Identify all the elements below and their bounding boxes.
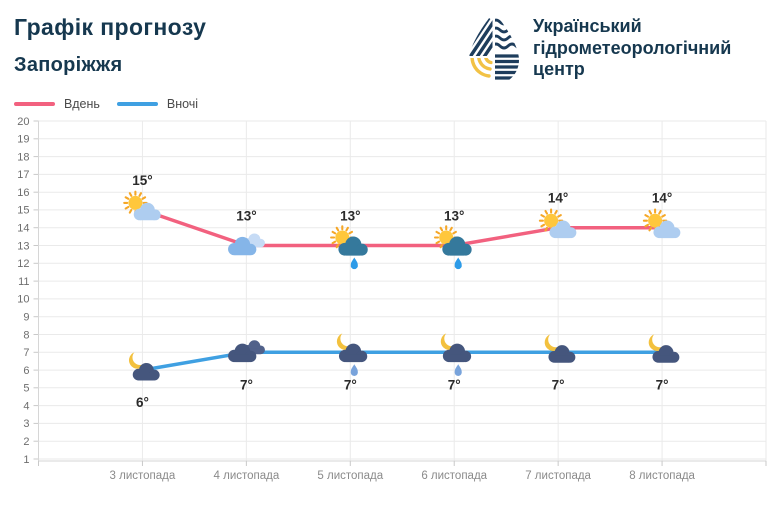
x-axis-ticks — [38, 461, 767, 466]
svg-text:18: 18 — [17, 151, 29, 163]
temp-label: 13° — [236, 209, 256, 224]
weather-icon-moon-cloud-rain — [336, 333, 368, 376]
weather-icon-clouds-dark — [228, 340, 265, 363]
chart-legend: Вдень Вночі — [14, 97, 198, 111]
svg-text:12: 12 — [17, 258, 29, 270]
temp-label: 13° — [444, 209, 464, 224]
temp-label: 7° — [240, 377, 253, 392]
svg-text:2: 2 — [23, 436, 29, 448]
page-subtitle: Запоріжжя — [14, 54, 123, 76]
svg-text:5: 5 — [23, 383, 29, 395]
weather-icon-moon-cloud — [544, 334, 576, 363]
temp-label: 6° — [136, 395, 149, 410]
night-line-swatch — [116, 102, 158, 106]
svg-text:15: 15 — [17, 205, 29, 217]
weather-icon-sun-cloud — [538, 208, 577, 239]
svg-text:3 листопада: 3 листопада — [110, 470, 176, 482]
svg-text:13: 13 — [17, 240, 29, 252]
svg-text:8: 8 — [23, 329, 29, 341]
night-series-line — [140, 350, 664, 372]
temp-label: 7° — [448, 377, 461, 392]
svg-text:16: 16 — [17, 187, 29, 199]
page-title: Графік прогнозу — [14, 14, 207, 40]
horizontal-gridlines — [33, 120, 766, 460]
weather-icon-sun-cloud-rain — [330, 225, 368, 270]
svg-text:8 листопада: 8 листопада — [629, 470, 695, 482]
svg-text:4: 4 — [23, 400, 29, 412]
legend-day-label: Вдень — [64, 97, 100, 111]
svg-text:4 листопада: 4 листопада — [214, 470, 280, 482]
vertical-gridlines — [38, 121, 767, 461]
temp-label: 14° — [548, 191, 568, 206]
svg-text:20: 20 — [17, 116, 29, 128]
weather-icon-clouds — [228, 233, 265, 256]
svg-text:5 листопада: 5 листопада — [317, 470, 383, 482]
temp-label: 13° — [340, 209, 360, 224]
uhmc-droplet-icon — [469, 17, 519, 80]
weather-icon-moon-cloud-rain — [440, 333, 472, 376]
temp-label: 7° — [344, 377, 357, 392]
svg-text:7 листопада: 7 листопада — [525, 470, 591, 482]
legend-item-night[interactable]: Вночі — [116, 97, 199, 111]
temp-label: 14° — [652, 191, 672, 206]
weather-icon-moon-cloud — [648, 334, 680, 363]
legend-item-day[interactable]: Вдень — [14, 97, 100, 111]
weather-icon-sun-cloud-rain — [433, 225, 472, 270]
day-series-line — [140, 208, 664, 248]
svg-text:1: 1 — [23, 454, 29, 466]
svg-text:6 листопада: 6 листопада — [421, 470, 487, 482]
org-name-line2: гідрометеорологічний — [533, 37, 732, 58]
day-line-swatch — [14, 102, 55, 106]
org-name: Український гідрометеорологічний центр — [533, 10, 731, 81]
svg-text:3: 3 — [23, 418, 29, 430]
temp-label: 15° — [132, 173, 152, 188]
weather-icon-moon-cloud — [128, 352, 160, 381]
svg-text:19: 19 — [17, 134, 29, 146]
temp-label: 7° — [552, 377, 565, 392]
legend-night-label: Вночі — [166, 97, 199, 111]
svg-text:9: 9 — [23, 312, 29, 324]
svg-text:11: 11 — [18, 276, 29, 288]
org-logo: Український гідрометеорологічний центр — [468, 10, 731, 88]
svg-text:7: 7 — [23, 347, 29, 359]
org-name-line1: Український — [533, 16, 642, 36]
x-axis-labels: 3 листопада 4 листопада 5 листопада 6 листо… — [110, 470, 696, 482]
svg-text:14: 14 — [17, 223, 29, 235]
weather-icon-sun-cloud — [642, 208, 681, 239]
org-name-line3: центр — [533, 59, 585, 79]
weather-icon-sun-cloud — [123, 190, 161, 221]
svg-text:10: 10 — [17, 294, 29, 306]
svg-text:6: 6 — [23, 365, 29, 377]
svg-text:17: 17 — [17, 169, 29, 181]
temp-label: 7° — [656, 377, 669, 392]
